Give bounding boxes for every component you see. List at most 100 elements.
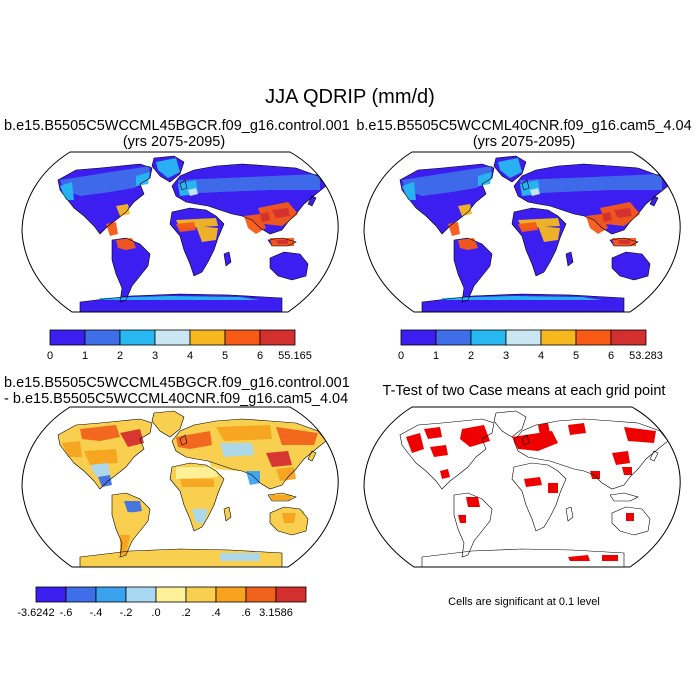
land-japan	[650, 451, 658, 461]
coastline-greenland	[151, 155, 185, 183]
colorbar-swatch-0	[400, 329, 437, 346]
coastline-australia	[269, 506, 309, 536]
colorbar-swatch-6	[259, 329, 296, 346]
sig-china-sig	[612, 451, 630, 465]
coastline-africa	[169, 462, 225, 532]
precip-band-high-lat	[402, 166, 492, 196]
sig-sa-south-sig	[458, 515, 466, 523]
colorbar-swatch-5	[224, 329, 261, 346]
precip-w-africa-coast	[518, 222, 538, 232]
sig-e-africa-sig	[548, 483, 558, 493]
coastline-antarctica	[79, 293, 283, 312]
coastline-samerica	[111, 237, 151, 303]
land-madagascar	[566, 507, 573, 521]
coastline-antarctica	[421, 548, 625, 567]
coastline-antarctica	[79, 548, 283, 567]
colorbar-tick-label-7: 53.283	[629, 350, 663, 362]
coastline-uk	[179, 179, 188, 191]
panel2-title-line1: b.e15.B5505C5WCCML40CNR.f09_g16.cam5_4.0…	[356, 118, 692, 134]
coastline-greenland	[493, 155, 527, 183]
diff-indonesia-orange	[270, 495, 292, 500]
diff-australia-orange	[282, 513, 296, 523]
coastline-eurasia	[513, 418, 669, 490]
colorbar-tick-label-5: 5	[573, 350, 579, 362]
coastline-japan	[307, 450, 317, 462]
diff-usa-central	[84, 449, 118, 465]
colorbar-swatch-5	[185, 586, 217, 603]
map-difference	[21, 406, 339, 568]
sig-australia-sig	[626, 513, 634, 521]
coastline-madagascar	[223, 251, 232, 267]
diff-india-blue	[246, 471, 260, 485]
map-border	[21, 151, 339, 313]
diff-patagonia	[120, 535, 130, 555]
diff-russia-orange	[216, 425, 272, 441]
land-japan	[650, 196, 658, 206]
sig-antarctica-sig-1	[568, 555, 590, 561]
sig-siberia-sig	[624, 427, 656, 443]
land-japan	[308, 196, 316, 206]
colorbar-tick-label-6: 6	[608, 350, 614, 362]
panel1-title-line2: (yrs 2075-2095)	[122, 134, 226, 150]
sig-se-asia-sig	[622, 467, 632, 475]
precip-china-south	[272, 208, 290, 218]
coastline-indonesia	[609, 237, 639, 247]
panel4-title: T-Test of two Case means at each grid po…	[382, 383, 666, 399]
colorbar-difference: -3.6242 -.6 -.4 -.2 .0 .2 .4 .6 3.1586	[17, 586, 307, 619]
coastline-eurasia	[513, 163, 669, 235]
colorbar-tick-label-4: 4	[538, 350, 544, 362]
precip-se-usa	[458, 204, 472, 216]
colorbar-swatch-5	[575, 329, 612, 346]
colorbar-swatch-3	[154, 329, 191, 346]
colorbar-tick-label-2: 2	[468, 350, 474, 362]
land-antarctica	[422, 549, 624, 567]
sig-antarctica-sig-2	[602, 555, 618, 561]
coastline-japan	[649, 450, 659, 462]
colorbar-tick-label-6: .4	[211, 607, 220, 619]
diff-africa-c-yellow	[196, 489, 216, 505]
coastline-greenland	[151, 410, 185, 438]
coastline-namerica	[57, 418, 153, 490]
coastline-uk	[179, 434, 188, 446]
coastline-samerica	[111, 492, 151, 558]
colorbar-tick-label-6: 6	[257, 350, 263, 362]
colorbar-tick-label-3: 3	[503, 350, 509, 362]
colorbar-tick-label-1: 1	[433, 350, 439, 362]
figure-title: JJA QDRIP (mm/d)	[265, 86, 435, 108]
precip-band-north-eurasia	[520, 174, 662, 194]
panel1-title-line1: b.e15.B5505C5WCCML45BGCR.f09_g16.control…	[4, 118, 350, 134]
map-border	[363, 406, 681, 568]
colorbar-swatch-7	[245, 586, 277, 603]
sig-russia-sig	[568, 423, 586, 435]
coastline-uk	[521, 434, 530, 446]
diff-na-north-red	[80, 425, 120, 441]
map-border	[363, 151, 681, 313]
precip-nw-coast	[60, 182, 74, 200]
sig-scand-sig	[538, 423, 550, 435]
land-madagascar	[566, 252, 573, 266]
coastline-madagascar	[565, 506, 574, 522]
land-samerica	[454, 238, 492, 302]
land-australia	[270, 252, 308, 280]
diff-na-east-red	[120, 429, 144, 447]
colorbar-tick-label-4: 4	[187, 350, 193, 362]
precip-china-south	[614, 208, 632, 218]
land-samerica	[454, 493, 492, 557]
colorbar-tick-label-2: -.4	[90, 607, 103, 619]
panel4-footnote: Cells are significant at 0.1 level	[448, 596, 600, 608]
diff-china-red	[266, 451, 292, 467]
diff-sahel-orange	[180, 479, 214, 487]
coastline-japan	[307, 195, 317, 207]
colorbar-tick-label-3: -.2	[120, 607, 133, 619]
precip-se-usa	[116, 204, 130, 216]
precip-alpine	[188, 188, 198, 196]
diff-na-west	[62, 441, 82, 457]
precip-ant-coast	[442, 296, 602, 300]
precip-band-north-eurasia	[178, 174, 320, 194]
coastline-africa	[511, 462, 567, 532]
coastline-africa	[511, 207, 567, 277]
coastline-australia	[611, 251, 651, 281]
map-ttest	[363, 406, 681, 568]
coastline-africa	[169, 207, 225, 277]
colorbar-swatch-2	[119, 329, 156, 346]
